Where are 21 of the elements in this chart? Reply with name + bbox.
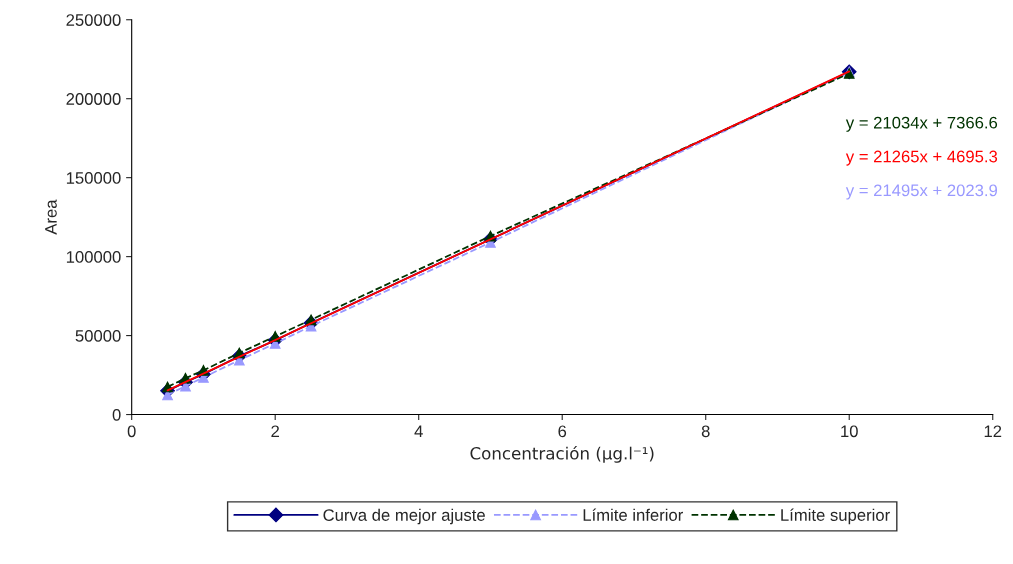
annotation: y = 21034x + 7366.6 bbox=[845, 116, 998, 132]
y-tick-label: 200000 bbox=[66, 93, 121, 105]
y-tick-label: 250000 bbox=[66, 14, 121, 26]
y-tick-label: 150000 bbox=[66, 172, 121, 184]
legend-label: Límite superior bbox=[781, 508, 890, 525]
y-axis-title: Area bbox=[45, 199, 57, 235]
x-tick-label: 6 bbox=[558, 425, 567, 438]
legend-label: Curva de mejor ajuste bbox=[323, 508, 485, 525]
x-tick-label: 4 bbox=[414, 425, 423, 438]
y-tick-label: 0 bbox=[112, 408, 121, 421]
legend-label: Límite inferior bbox=[583, 508, 683, 521]
y-tick-label: 100000 bbox=[66, 251, 121, 263]
x-tick-label: 2 bbox=[271, 425, 279, 438]
x-tick-label: 10 bbox=[841, 425, 858, 438]
x-tick-label: 0 bbox=[127, 425, 136, 438]
annotation: y = 21495x + 2023.9 bbox=[845, 184, 998, 200]
x-axis-title: Concentración (µg.l⁻¹) bbox=[470, 446, 654, 463]
x-tick-label: 12 bbox=[984, 425, 1002, 438]
annotation: y = 21265x + 4695.3 bbox=[845, 150, 998, 166]
x-tick-label: 8 bbox=[701, 425, 710, 438]
y-tick-label: 50000 bbox=[75, 329, 121, 342]
